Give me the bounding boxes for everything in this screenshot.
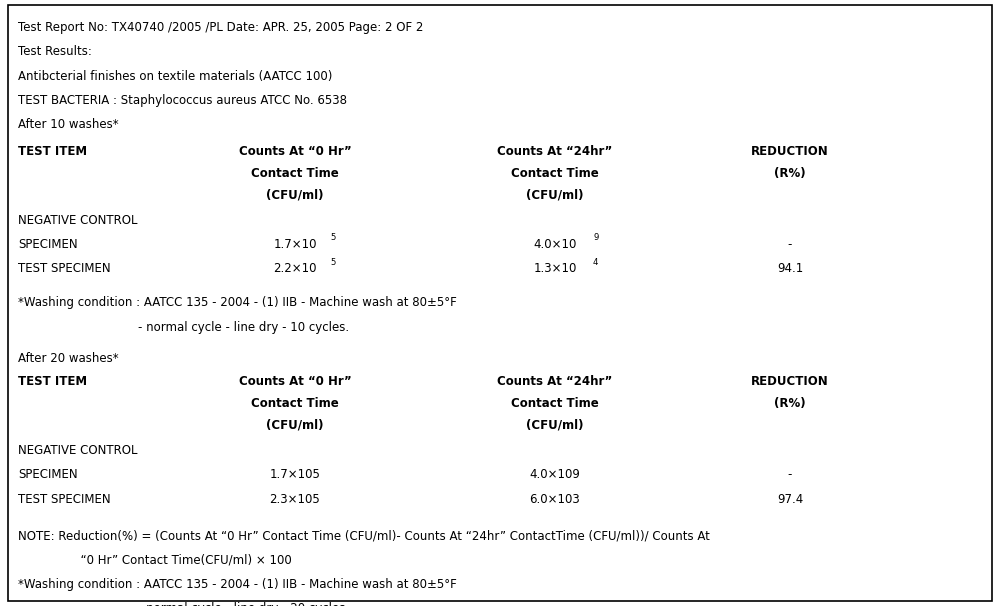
- Text: Counts At “24hr”: Counts At “24hr”: [497, 145, 613, 158]
- Text: REDUCTION: REDUCTION: [751, 375, 829, 388]
- Text: TEST ITEM: TEST ITEM: [18, 375, 87, 388]
- Text: NOTE: Reduction(%) = (Counts At “0 Hr” Contact Time (CFU/ml)- Counts At “24hr” C: NOTE: Reduction(%) = (Counts At “0 Hr” C…: [18, 529, 710, 542]
- Text: (R%): (R%): [774, 167, 806, 179]
- Text: 97.4: 97.4: [777, 493, 803, 505]
- Text: 4: 4: [593, 258, 598, 267]
- Text: 1.7×105: 1.7×105: [270, 468, 320, 481]
- Text: Counts At “24hr”: Counts At “24hr”: [497, 375, 613, 388]
- Text: SPECIMEN: SPECIMEN: [18, 468, 78, 481]
- Text: TEST BACTERIA : Staphylococcus aureus ATCC No. 6538: TEST BACTERIA : Staphylococcus aureus AT…: [18, 94, 347, 107]
- Text: - normal cycle - line dry - 10 cycles.: - normal cycle - line dry - 10 cycles.: [138, 321, 349, 333]
- Text: Counts At “0 Hr”: Counts At “0 Hr”: [239, 375, 351, 388]
- Text: (CFU/ml): (CFU/ml): [526, 188, 584, 201]
- FancyBboxPatch shape: [8, 5, 992, 601]
- Text: 2.2×10: 2.2×10: [273, 262, 317, 275]
- Text: Test Results:: Test Results:: [18, 45, 92, 58]
- Text: - normal cycle - line dry - 20 cycles.: - normal cycle - line dry - 20 cycles.: [138, 602, 349, 606]
- Text: (R%): (R%): [774, 397, 806, 410]
- Text: After 10 washes*: After 10 washes*: [18, 118, 119, 131]
- Text: (CFU/ml): (CFU/ml): [266, 419, 324, 431]
- Text: NEGATIVE CONTROL: NEGATIVE CONTROL: [18, 444, 138, 457]
- Text: 2.3×105: 2.3×105: [270, 493, 320, 505]
- Text: TEST SPECIMEN: TEST SPECIMEN: [18, 262, 111, 275]
- Text: After 20 washes*: After 20 washes*: [18, 352, 119, 365]
- Text: 5: 5: [330, 233, 335, 242]
- Text: Contact Time: Contact Time: [251, 167, 339, 179]
- Text: Test Report No: TX40740 /2005 /PL Date: APR. 25, 2005 Page: 2 OF 2: Test Report No: TX40740 /2005 /PL Date: …: [18, 21, 423, 34]
- Text: “0 Hr” Contact Time(CFU/ml) × 100: “0 Hr” Contact Time(CFU/ml) × 100: [43, 553, 292, 566]
- Text: REDUCTION: REDUCTION: [751, 145, 829, 158]
- Text: 94.1: 94.1: [777, 262, 803, 275]
- Text: (CFU/ml): (CFU/ml): [266, 188, 324, 201]
- Text: SPECIMEN: SPECIMEN: [18, 238, 78, 251]
- Text: Antibcterial finishes on textile materials (AATCC 100): Antibcterial finishes on textile materia…: [18, 70, 332, 82]
- Text: Contact Time: Contact Time: [511, 397, 599, 410]
- Text: TEST ITEM: TEST ITEM: [18, 145, 87, 158]
- Text: Counts At “0 Hr”: Counts At “0 Hr”: [239, 145, 351, 158]
- Text: -: -: [788, 468, 792, 481]
- Text: Contact Time: Contact Time: [251, 397, 339, 410]
- Text: 1.7×10: 1.7×10: [273, 238, 317, 251]
- Text: NEGATIVE CONTROL: NEGATIVE CONTROL: [18, 214, 138, 227]
- Text: TEST SPECIMEN: TEST SPECIMEN: [18, 493, 111, 505]
- Text: 5: 5: [330, 258, 335, 267]
- Text: 6.0×103: 6.0×103: [530, 493, 580, 505]
- Text: 4.0×10: 4.0×10: [533, 238, 577, 251]
- Text: 1.3×10: 1.3×10: [533, 262, 577, 275]
- Text: 9: 9: [593, 233, 598, 242]
- Text: (CFU/ml): (CFU/ml): [526, 419, 584, 431]
- Text: -: -: [788, 238, 792, 251]
- Text: 4.0×109: 4.0×109: [530, 468, 580, 481]
- Text: *Washing condition : AATCC 135 - 2004 - (1) IIB - Machine wash at 80±5°F: *Washing condition : AATCC 135 - 2004 - …: [18, 296, 457, 309]
- Text: Contact Time: Contact Time: [511, 167, 599, 179]
- Text: *Washing condition : AATCC 135 - 2004 - (1) IIB - Machine wash at 80±5°F: *Washing condition : AATCC 135 - 2004 - …: [18, 578, 457, 590]
